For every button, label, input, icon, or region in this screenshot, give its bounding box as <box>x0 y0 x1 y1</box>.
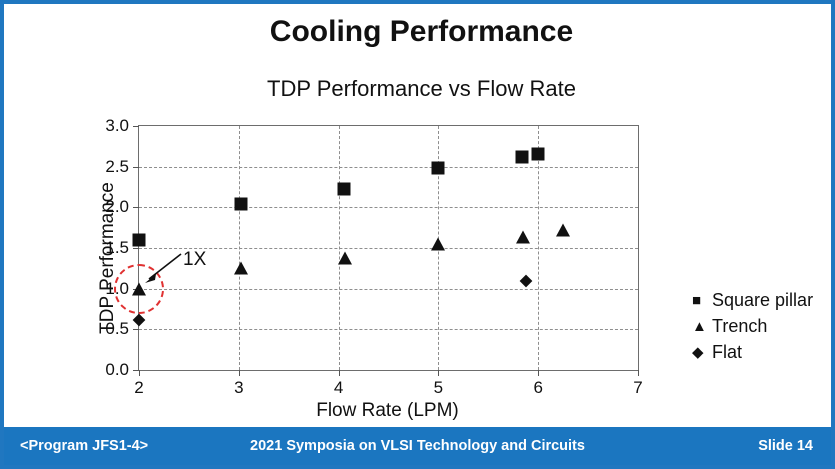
footer-program: <Program JFS1-4> <box>20 438 149 454</box>
data-point-diamond <box>519 274 533 287</box>
legend-item-diamond: ◆ Flat <box>692 339 813 365</box>
data-point-triangle <box>556 223 571 237</box>
data-point-triangle <box>431 237 446 251</box>
x-axis-tick-label: 2 <box>134 378 144 397</box>
y-axis-tick-label: 0.5 <box>105 319 129 339</box>
legend-item-label: Trench <box>712 315 768 336</box>
plot-area: 0.0 0.5 1.0 1.5 2.0 2.5 3.0 2 3 4 5 6 7 1X <box>105 116 642 397</box>
gridline-vertical <box>538 126 540 370</box>
data-point-square <box>431 161 445 175</box>
x-axis-title: Flow Rate (LPM) <box>316 400 459 421</box>
data-point-square <box>515 150 529 164</box>
y-axis-tick <box>133 166 139 168</box>
data-point-triangle <box>337 251 352 265</box>
gridline-vertical <box>238 126 240 370</box>
y-axis-tick <box>133 370 139 371</box>
x-axis-tick-label: 4 <box>333 378 344 397</box>
gridline-horizontal <box>139 329 638 331</box>
page-title: Cooling Performance <box>269 15 574 48</box>
x-axis-tick-label: 3 <box>234 378 244 397</box>
gridline-horizontal <box>139 207 638 209</box>
legend-item-triangle: ▲ Trench <box>692 313 813 339</box>
y-axis-tick-label: 0.0 <box>105 360 129 379</box>
y-axis-tick-label: 2.5 <box>105 156 129 176</box>
chart-legend: ■ Square pillar ▲ Trench ◆ Flat <box>692 287 813 365</box>
data-point-square <box>132 233 146 247</box>
triangle-marker-icon: ▲ <box>692 317 707 335</box>
highlight-circle <box>114 263 164 314</box>
x-axis-tick <box>139 370 140 376</box>
data-point-triangle <box>233 261 248 275</box>
gridline-horizontal <box>139 166 638 168</box>
footer-slide-number: Slide 14 <box>758 438 813 454</box>
gridline-horizontal <box>139 288 638 290</box>
x-axis-tick <box>238 370 240 376</box>
x-axis-tick-label: 7 <box>633 378 643 397</box>
y-axis-tick-label: 2.0 <box>105 197 129 217</box>
x-axis-tick <box>338 370 340 376</box>
legend-item-square: ■ Square pillar <box>692 287 813 313</box>
y-axis-tick-label: 1.5 <box>105 238 129 257</box>
y-axis-tick <box>133 126 139 127</box>
footer-conference: 2021 Symposia on VLSI Technology and Cir… <box>250 438 585 454</box>
square-marker-icon: ■ <box>692 291 702 309</box>
legend-item-label: Square pillar <box>712 289 814 310</box>
y-axis-tick-label: 3.0 <box>105 116 129 135</box>
slide-footer: <Program JFS1-4> 2021 Symposia on VLSI T… <box>4 427 831 465</box>
gridline-vertical <box>338 126 340 370</box>
x-axis-tick-label: 6 <box>533 378 543 397</box>
data-point-square <box>234 197 248 211</box>
x-axis-tick <box>438 370 440 376</box>
annotation-label: 1X <box>183 248 207 270</box>
y-axis-tick <box>133 248 139 249</box>
gridline-horizontal <box>139 248 638 249</box>
y-axis-tick <box>133 207 139 209</box>
data-point-square <box>337 182 351 196</box>
diamond-marker-icon: ◆ <box>692 343 704 361</box>
legend-item-label: Flat <box>712 341 743 362</box>
data-point-diamond <box>132 313 146 326</box>
x-axis-tick <box>638 370 639 376</box>
x-axis-tick <box>538 370 540 376</box>
footer-inner: <Program JFS1-4> 2021 Symposia on VLSI T… <box>4 427 831 465</box>
chart-title: TDP Performance vs Flow Rate <box>267 76 576 101</box>
y-axis-tick <box>133 329 139 331</box>
data-point-triangle <box>516 230 531 244</box>
x-axis-tick-label: 5 <box>433 378 444 397</box>
chart-area: TDP Performance Flow Rate (LPM) 0.0 0.5 1.… <box>48 112 813 421</box>
data-point-square <box>531 147 545 161</box>
